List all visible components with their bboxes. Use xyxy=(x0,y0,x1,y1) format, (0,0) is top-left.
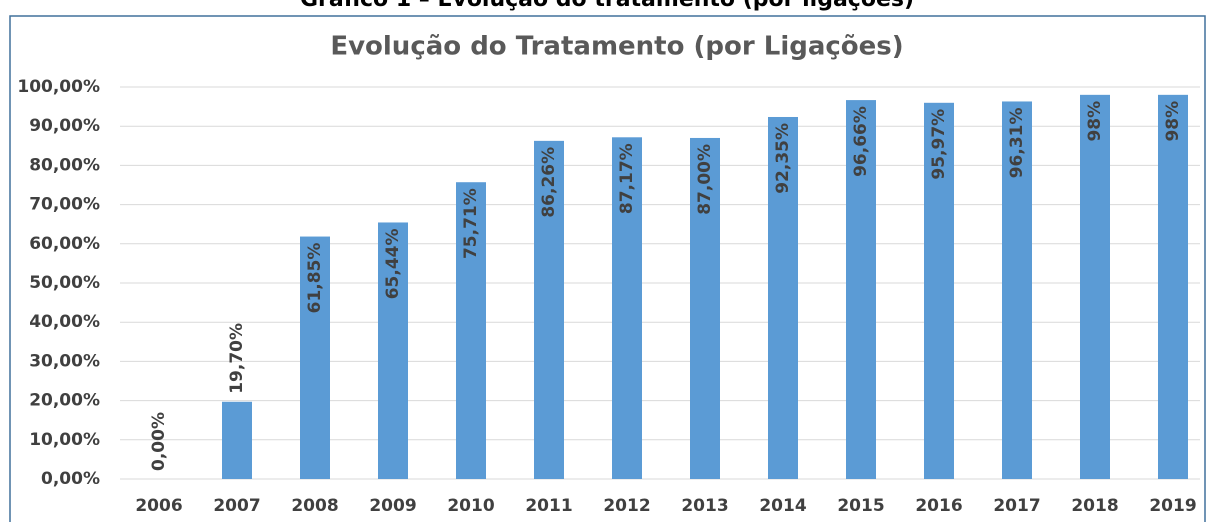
x-tick-label: 2019 xyxy=(1149,496,1196,516)
bar xyxy=(1158,94,1188,479)
data-label: 75,71% xyxy=(461,188,481,259)
data-label: 96,31% xyxy=(1007,107,1027,178)
bar xyxy=(768,116,798,479)
bar xyxy=(1002,101,1032,480)
data-label: 86,26% xyxy=(539,147,559,218)
y-tick-label: 90,00% xyxy=(29,116,100,136)
x-tick-label: 2010 xyxy=(447,496,494,516)
x-tick-label: 2017 xyxy=(993,496,1040,516)
y-tick-label: 20,00% xyxy=(29,391,100,411)
data-label: 98% xyxy=(1163,101,1183,142)
bar xyxy=(378,222,408,479)
y-tick-label: 100,00% xyxy=(17,77,100,97)
x-tick-label: 2009 xyxy=(369,496,416,516)
y-tick-label: 30,00% xyxy=(29,351,100,371)
data-label: 65,44% xyxy=(383,228,403,299)
x-tick-label: 2018 xyxy=(1071,496,1118,516)
y-tick-label: 40,00% xyxy=(29,312,100,332)
data-label: 95,97% xyxy=(929,109,949,180)
x-tick-label: 2006 xyxy=(135,496,182,516)
figure-caption: Gráfico 1 – Evolução do tratamento (por … xyxy=(300,0,914,12)
x-tick-label: 2011 xyxy=(525,496,572,516)
data-label: 96,66% xyxy=(851,106,871,177)
bar xyxy=(456,182,486,479)
bar xyxy=(690,137,720,479)
y-tick-label: 50,00% xyxy=(29,273,100,293)
data-label: 0,00% xyxy=(149,412,169,471)
data-label: 19,70% xyxy=(227,323,247,394)
data-label: 98% xyxy=(1085,101,1105,142)
bar xyxy=(612,137,642,480)
data-label: 87,17% xyxy=(617,143,637,214)
bar xyxy=(300,236,330,479)
data-label: 92,35% xyxy=(773,123,793,194)
x-tick-label: 2016 xyxy=(915,496,962,516)
x-tick-label: 2014 xyxy=(759,496,806,516)
data-label: 61,85% xyxy=(305,243,325,314)
y-tick-label: 0,00% xyxy=(41,469,100,489)
bar xyxy=(846,100,876,479)
bar xyxy=(924,102,954,479)
x-tick-label: 2015 xyxy=(837,496,884,516)
bar xyxy=(222,401,252,479)
x-tick-label: 2013 xyxy=(681,496,728,516)
bar xyxy=(534,140,564,480)
x-tick-label: 2007 xyxy=(213,496,260,516)
x-tick-label: 2012 xyxy=(603,496,650,516)
bar xyxy=(1080,94,1110,479)
y-tick-label: 10,00% xyxy=(29,430,100,450)
y-tick-label: 70,00% xyxy=(29,195,100,215)
x-tick-label: 2008 xyxy=(291,496,338,516)
chart-title: Evolução do Tratamento (por Ligações) xyxy=(330,32,903,62)
y-tick-label: 60,00% xyxy=(29,234,100,254)
y-tick-label: 80,00% xyxy=(29,155,100,175)
data-label: 87,00% xyxy=(695,144,715,215)
